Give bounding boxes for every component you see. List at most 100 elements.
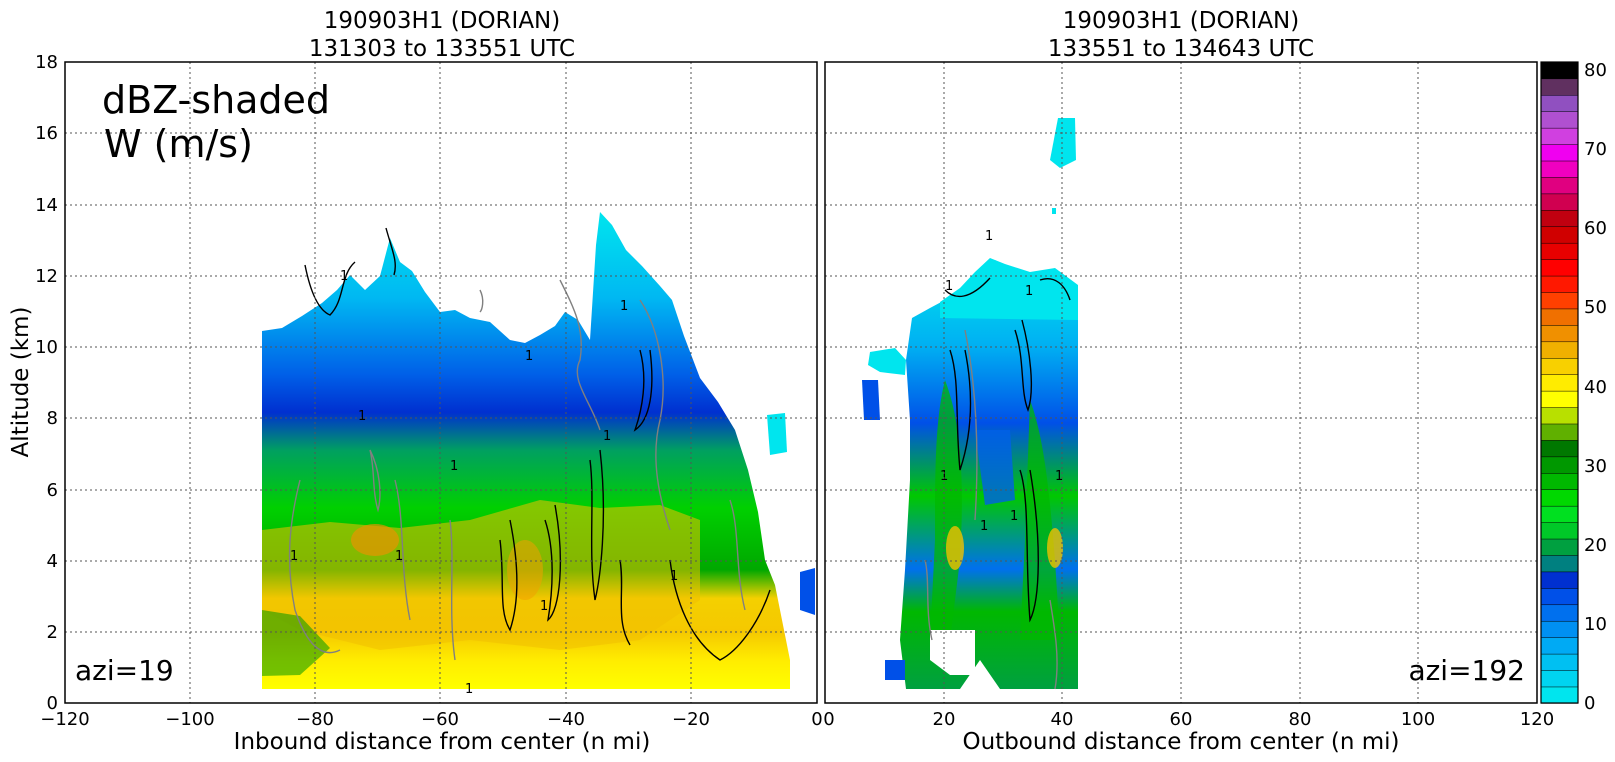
x-tick: −120	[40, 709, 89, 730]
colorbar-swatch	[1540, 209, 1579, 228]
colorbar-swatch	[1540, 669, 1579, 688]
x-tick: −20	[672, 709, 710, 730]
contour-label: 1	[395, 549, 403, 564]
contour-label: 1	[525, 349, 533, 364]
colorbar-swatch	[1540, 620, 1579, 638]
y-tick: 8	[47, 408, 58, 429]
right-green-core-1	[930, 380, 962, 640]
y-tick: 4	[47, 551, 58, 572]
contour-label: 1	[340, 269, 348, 284]
colorbar-swatch	[1540, 111, 1579, 129]
colorbar-tick: 40	[1584, 377, 1607, 398]
right-blue-core	[975, 430, 1015, 505]
left-contour-pos-1	[304, 261, 356, 316]
left-contour-neg-1	[288, 479, 341, 654]
x-tick: 0	[811, 709, 822, 730]
colorbar-swatch	[1540, 554, 1579, 573]
y-tick: 2	[47, 622, 58, 643]
left-title-line1: 190903H1 (DORIAN)	[324, 8, 561, 34]
colorbar-swatch	[1540, 78, 1579, 96]
right-anvil-left	[868, 348, 906, 375]
x-tick: 120	[1520, 709, 1554, 730]
colorbar-swatch	[1540, 357, 1579, 375]
y-tick: 12	[35, 266, 58, 287]
left-radar-echo	[262, 212, 815, 689]
right-contour-labels: 1 1 1 1 1 1 1	[940, 229, 1063, 534]
left-w-contours	[288, 227, 771, 661]
left-core-band	[262, 500, 700, 650]
right-title-line2: 133551 to 134643 UTC	[1048, 36, 1314, 62]
colorbar-swatch	[1540, 275, 1579, 293]
right-contour-neg-1	[964, 329, 978, 521]
colorbar-swatch	[1540, 341, 1579, 359]
left-contour-pos-8	[619, 559, 631, 646]
right-contour-pos-4	[1019, 469, 1039, 623]
colorbar-tick: 80	[1584, 60, 1607, 81]
right-x-axis: 0 20 40 60 80 100 120	[823, 709, 1554, 730]
left-contour-neg-2	[394, 479, 411, 621]
colorbar-swatch	[1540, 521, 1579, 540]
contour-label: 1	[290, 549, 298, 564]
right-w-contours	[924, 277, 1071, 690]
left-contour-neg-6	[729, 499, 746, 611]
right-contour-pos-2	[949, 349, 972, 471]
contour-label: 1	[670, 569, 678, 584]
colorbar-frame	[1540, 61, 1579, 704]
left-contour-neg-3	[449, 519, 456, 661]
y-tick: 16	[35, 123, 58, 144]
left-contour-labels: 1 1 1 1 1 1 1 1 1 1 1	[290, 269, 678, 697]
colorbar-swatch	[1540, 637, 1579, 655]
contour-label: 1	[940, 469, 948, 484]
y-tick: 10	[35, 337, 58, 358]
x-tick: −40	[547, 709, 585, 730]
colorbar-swatch	[1540, 127, 1579, 145]
colorbar-swatch	[1540, 258, 1579, 277]
colorbar-tick: 0	[1584, 693, 1595, 714]
left-x-axis: −120 −100 −80 −60 −40 −20 0	[40, 709, 822, 730]
colorbar-swatch	[1540, 587, 1579, 606]
left-contour-neg-7	[479, 289, 484, 313]
left-low-green	[262, 610, 330, 676]
x-tick: 60	[1170, 709, 1193, 730]
contour-label: 1	[540, 599, 548, 614]
left-plot-frame	[64, 61, 818, 704]
left-panel: 190903H1 (DORIAN) 131303 to 133551 UTC	[8, 8, 823, 755]
left-core-max	[351, 524, 399, 556]
contour-label: 1	[980, 519, 988, 534]
colorbar-swatch	[1540, 406, 1579, 425]
left-contour-pos-6	[633, 349, 653, 432]
colorbar-swatch	[1540, 505, 1579, 523]
left-contour-pos-3	[499, 519, 518, 632]
colorbar-swatch	[1540, 489, 1579, 507]
overlay-label-line1: dBZ-shaded	[102, 78, 330, 122]
right-title-line1: 190903H1 (DORIAN)	[1063, 8, 1300, 34]
contour-label: 1	[945, 279, 953, 294]
y-tick: 0	[47, 693, 58, 714]
x-tick: −60	[421, 709, 459, 730]
contour-label: 1	[985, 229, 993, 244]
colorbar-swatch	[1540, 324, 1579, 343]
colorbar-swatch	[1540, 571, 1579, 589]
colorbar-swatch	[1540, 242, 1579, 260]
colorbar-swatch	[1540, 61, 1579, 80]
contour-label: 1	[1055, 469, 1063, 484]
colorbar-swatch	[1540, 226, 1579, 244]
left-core-max-2	[507, 540, 543, 600]
right-echo-cap	[940, 258, 1078, 320]
left-contour-pos-4	[544, 504, 561, 622]
colorbar-tick: 70	[1584, 139, 1607, 160]
overlay-label-line2: W (m/s)	[104, 122, 253, 166]
colorbar-swatch	[1540, 423, 1579, 441]
left-y-axis: 0 2 4 6 8 10 12 14 16 18	[35, 52, 58, 714]
right-echo-gap	[930, 630, 975, 675]
colorbar-swatch	[1540, 176, 1579, 195]
right-yellow-cell-2	[1047, 528, 1063, 568]
right-contour-neg-3	[924, 559, 933, 641]
colorbar-tick: 50	[1584, 297, 1607, 318]
left-contour-pos-7	[669, 559, 771, 661]
right-yellow-cell-1	[946, 526, 964, 570]
right-azi-label: azi=192	[1408, 654, 1525, 687]
colorbar-swatches	[1540, 61, 1579, 704]
left-edge-echo-2	[767, 413, 787, 455]
colorbar-tick: 10	[1584, 614, 1607, 635]
